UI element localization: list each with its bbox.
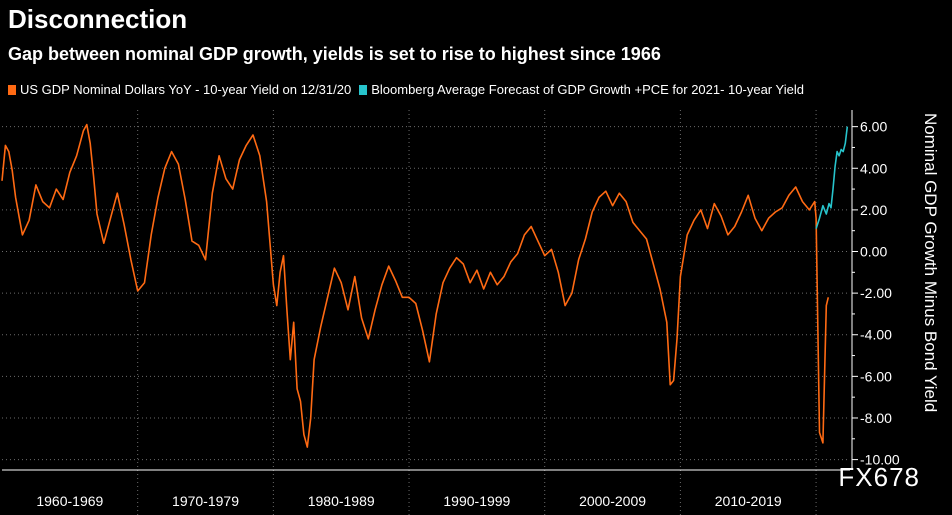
y-axis: 6.00 4.00 2.00 0.00 -2.00 -4.00 -6.00 -8.00 -10.… <box>851 110 900 470</box>
series-lines <box>1 123 849 448</box>
x-axis: 1960-1969 1970-1979 1980-1989 1990-1999 2000… <box>2 469 850 509</box>
y-tick-label: 0.00 <box>860 244 887 260</box>
x-tick-label: 1980-1989 <box>308 493 375 509</box>
grid-lines <box>2 110 850 515</box>
legend-swatch-forecast <box>359 84 368 95</box>
legend-item-forecast: Bloomberg Average Forecast of GDP Growth… <box>359 82 804 97</box>
x-tick-label: 1970-1979 <box>172 493 239 509</box>
chart-subtitle: Gap between nominal GDP growth, yields i… <box>8 44 661 64</box>
series-line-forecast <box>815 126 849 229</box>
y-axis-label: Nominal GDP Growth Minus Bond Yield <box>921 113 940 412</box>
watermark: FX678 <box>838 462 920 492</box>
series-line-history <box>1 123 830 448</box>
y-tick-label: -10.00 <box>860 452 900 468</box>
x-tick-label: 1990-1999 <box>443 493 510 509</box>
legend-label-forecast: Bloomberg Average Forecast of GDP Growth… <box>371 82 804 97</box>
y-tick-label: 2.00 <box>860 202 887 218</box>
y-tick-label: -2.00 <box>860 285 892 301</box>
x-tick-label: 2000-2009 <box>579 493 646 509</box>
legend-swatch-history <box>8 84 16 95</box>
x-tick-label: 2010-2019 <box>715 493 782 509</box>
legend-item-history: US GDP Nominal Dollars YoY - 10-year Yie… <box>8 82 351 97</box>
x-tick-label: 1960-1969 <box>36 493 103 509</box>
y-tick-label: 6.00 <box>860 119 887 135</box>
chart-legend: US GDP Nominal Dollars YoY - 10-year Yie… <box>8 82 812 97</box>
chart-title: Disconnection <box>8 4 188 34</box>
legend-label-history: US GDP Nominal Dollars YoY - 10-year Yie… <box>20 82 352 97</box>
y-tick-label: -4.00 <box>860 327 892 343</box>
y-tick-label: -6.00 <box>860 368 892 384</box>
y-tick-label: -8.00 <box>860 410 892 426</box>
y-tick-label: 4.00 <box>860 160 887 176</box>
